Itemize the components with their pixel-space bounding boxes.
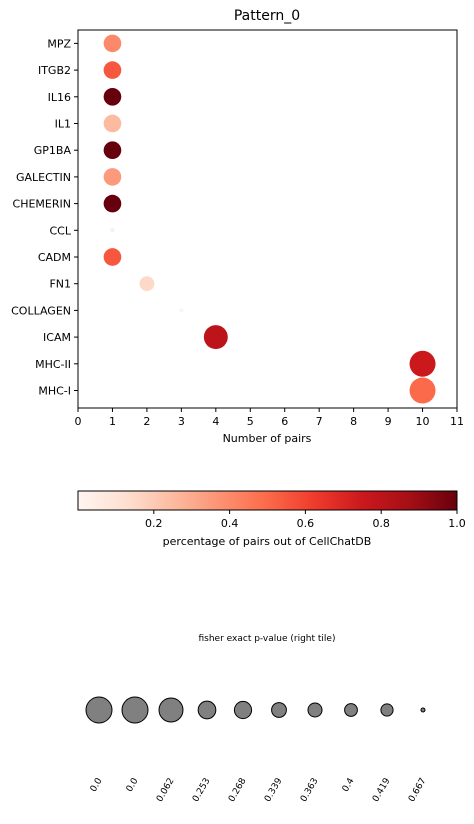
data-point <box>103 61 122 79</box>
plot-frame <box>77 29 458 409</box>
data-point <box>103 168 122 186</box>
y-tick-label: FN1 <box>49 278 71 291</box>
x-tick-label: 1 <box>109 415 116 428</box>
data-point <box>110 228 115 233</box>
colorbar-tick-label: 0.4 <box>221 517 239 530</box>
x-axis-ticks: 0 1 2 3 4 5 6 7 8 9 10 11 <box>75 408 464 428</box>
size-legend-label: 0.268 <box>227 776 249 804</box>
size-legend-marker <box>380 703 394 717</box>
x-tick-label: 3 <box>178 415 185 428</box>
x-tick-label: 5 <box>247 415 254 428</box>
x-tick-label: 9 <box>385 415 392 428</box>
y-tick-label: ICAM <box>43 331 71 344</box>
x-tick-label: 2 <box>143 415 150 428</box>
colorbar: 0.2 0.4 0.6 0.8 1.0 percentage of pairs out … <box>77 490 466 548</box>
y-tick-label: GP1BA <box>34 144 72 157</box>
size-legend-label: 0.4 <box>341 776 357 794</box>
y-tick-label: CHEMERIN <box>13 198 71 211</box>
size-legend-marker <box>307 702 323 718</box>
size-legend-marker <box>158 697 184 723</box>
y-tick-label: CCL <box>50 224 72 237</box>
data-point <box>103 194 122 213</box>
size-legend-marker <box>233 700 253 720</box>
x-tick-label: 0 <box>75 415 82 428</box>
y-tick-label: MPZ <box>47 37 71 50</box>
colorbar-tick-label: 0.6 <box>297 517 315 530</box>
y-tick-label: ITGB2 <box>38 64 71 77</box>
colorbar-ticks: 0.2 0.4 0.6 0.8 1.0 <box>145 510 466 530</box>
size-legend-label: 0.363 <box>299 777 321 804</box>
y-tick-label: CADM <box>38 251 71 264</box>
x-tick-label: 8 <box>350 415 357 428</box>
data-point <box>103 141 122 160</box>
size-legend-label: 0.0 <box>125 776 141 794</box>
x-tick-label: 7 <box>316 415 323 428</box>
y-tick-label: MHC-II <box>35 358 71 371</box>
size-legend: fisher exact p-value (right tile) 0.0 0.0… <box>85 634 429 804</box>
size-legend-label: 0.419 <box>371 776 393 804</box>
plot-points <box>103 34 436 404</box>
data-point <box>103 87 122 106</box>
size-legend-marker <box>344 703 358 717</box>
colorbar-tick-label: 0.8 <box>372 517 390 530</box>
size-legend-marker <box>197 700 217 720</box>
size-legend-marker <box>121 696 149 724</box>
y-tick-label: IL1 <box>55 118 71 131</box>
size-legend-label: 0.0 <box>89 776 105 794</box>
data-point <box>103 34 122 53</box>
size-legend-title: fisher exact p-value (right tile) <box>199 634 336 644</box>
size-legend-label: 0.339 <box>263 776 285 804</box>
data-point <box>409 377 436 404</box>
size-legend-label: 0.062 <box>155 777 177 804</box>
x-axis-label: Number of pairs <box>223 432 312 445</box>
data-point <box>409 350 436 377</box>
x-tick-label: 6 <box>281 415 288 428</box>
size-legend-marker <box>85 696 113 724</box>
y-tick-label: MHC-I <box>38 385 71 398</box>
data-point <box>103 248 122 266</box>
size-legend-marker <box>271 702 287 718</box>
data-point <box>103 114 122 133</box>
colorbar-gradient <box>77 490 458 511</box>
y-tick-label: GALECTIN <box>16 171 71 184</box>
colorbar-tick-label: 0.2 <box>145 517 163 530</box>
colorbar-tick-label: 1.0 <box>448 517 466 530</box>
chart-title: Pattern_0 <box>234 8 300 24</box>
dot-plot-chart: Pattern_0 MPZ ITGB2 IL16 IL1 GP1BA GALECTIN CH… <box>11 8 464 445</box>
colorbar-label: percentage of pairs out of CellChatDB <box>163 535 372 548</box>
y-axis-ticks: MPZ ITGB2 IL16 IL1 GP1BA GALECTIN CHEMERIN CCL C… <box>11 37 78 398</box>
x-tick-label: 11 <box>450 415 464 428</box>
data-point <box>139 276 155 292</box>
x-tick-label: 10 <box>416 415 430 428</box>
x-tick-label: 4 <box>212 415 219 428</box>
size-legend-items: 0.0 0.0 0.062 0.253 0.268 0.339 0.363 0.4 0.419 0… <box>85 696 429 804</box>
size-legend-label: 0.253 <box>191 777 213 804</box>
y-tick-label: IL16 <box>48 91 71 104</box>
data-point <box>203 325 228 350</box>
size-legend-label: 0.667 <box>407 777 429 804</box>
data-point <box>179 308 184 313</box>
size-legend-marker <box>420 707 426 713</box>
y-tick-label: COLLAGEN <box>11 304 71 317</box>
